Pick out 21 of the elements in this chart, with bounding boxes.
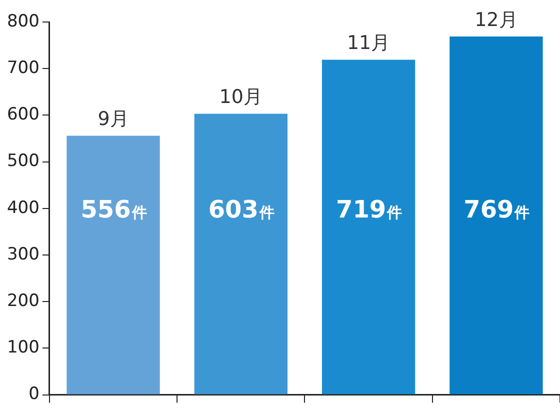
bar — [194, 114, 288, 394]
bar — [66, 136, 160, 394]
y-tick-label: 400 — [6, 198, 40, 218]
data-label: 603件 — [208, 195, 274, 224]
y-tick-label: 100 — [6, 338, 40, 358]
x-tick-label: 10月 — [219, 86, 262, 108]
y-tick-label: 500 — [6, 151, 40, 172]
bar — [450, 36, 543, 394]
x-tick-label: 9月 — [98, 108, 129, 130]
y-tick-label: 0 — [28, 384, 40, 404]
data-label: 556件 — [80, 195, 147, 224]
data-label: 769件 — [464, 195, 530, 224]
y-tick-label: 300 — [6, 244, 40, 264]
y-tick-label: 800 — [6, 11, 40, 32]
x-tick-label: 12月 — [474, 8, 518, 31]
y-tick-label: 600 — [6, 104, 40, 125]
data-label: 719件 — [336, 195, 402, 224]
x-tick-label: 11月 — [346, 32, 390, 54]
y-tick-label: 200 — [6, 291, 40, 312]
bar — [322, 60, 416, 394]
y-tick-label: 700 — [6, 58, 40, 78]
